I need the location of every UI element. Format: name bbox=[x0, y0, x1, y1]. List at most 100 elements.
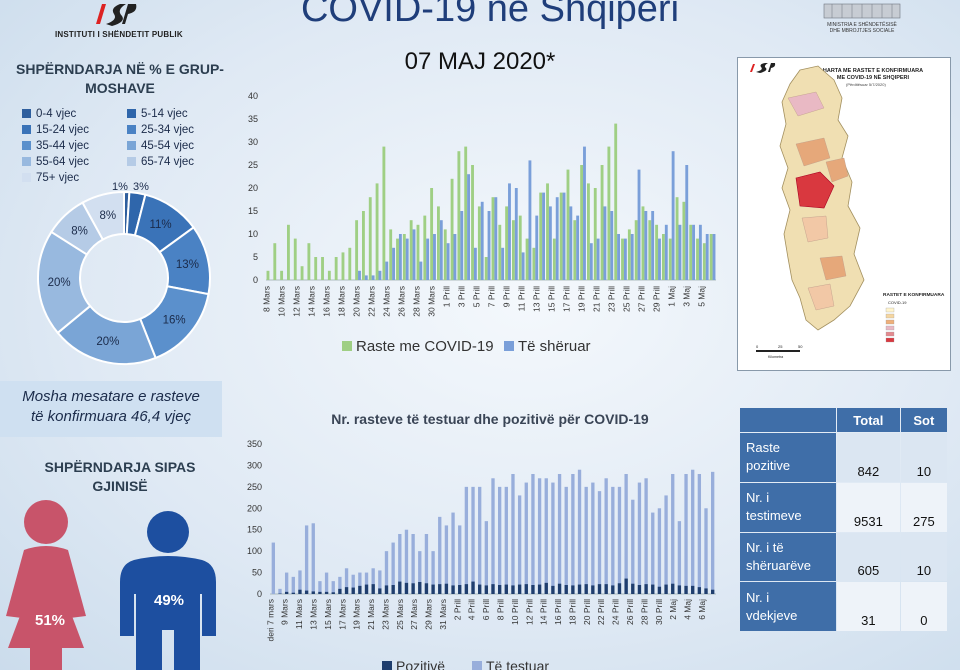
x-tick-label: 1 Maj bbox=[666, 286, 676, 307]
y-tick-label: 30 bbox=[248, 137, 258, 147]
bar bbox=[404, 582, 409, 594]
x-tick-label: 12 Mars bbox=[291, 286, 301, 317]
bar bbox=[664, 584, 668, 594]
table-row: Nr. i vdekjeve 31 0 bbox=[740, 582, 947, 631]
legend-item: 65-74 vjec bbox=[127, 154, 232, 169]
bar bbox=[498, 224, 502, 280]
bar bbox=[389, 229, 393, 280]
svg-text:0: 0 bbox=[756, 344, 759, 349]
bar bbox=[551, 482, 555, 594]
bar bbox=[668, 238, 672, 280]
bar bbox=[471, 165, 474, 280]
bar bbox=[657, 508, 662, 594]
bar bbox=[480, 201, 484, 280]
bar bbox=[677, 521, 682, 594]
legend-item: 35-44 vjec bbox=[22, 138, 127, 153]
x-tick-label: 8 Mars bbox=[261, 286, 271, 312]
bar bbox=[385, 261, 389, 280]
bar bbox=[637, 482, 642, 594]
x-tick-label: 6 Prill bbox=[481, 599, 491, 620]
bar bbox=[531, 474, 535, 594]
y-tick-label: 250 bbox=[247, 482, 262, 492]
bar bbox=[304, 525, 309, 594]
y-tick-label: 350 bbox=[247, 439, 262, 449]
bar bbox=[617, 234, 620, 280]
bar bbox=[416, 224, 420, 280]
bar bbox=[675, 197, 679, 280]
row-today: 10 bbox=[900, 433, 947, 482]
legend-label: 55-64 vjec bbox=[36, 155, 90, 168]
bar bbox=[392, 247, 395, 280]
bar bbox=[293, 238, 297, 280]
legend-label: Të shëruar bbox=[518, 338, 591, 355]
row-label: Nr. i testimeve bbox=[740, 482, 836, 532]
donut-slice bbox=[81, 190, 125, 241]
donut-label: 20% bbox=[48, 277, 71, 289]
donut-label: 1% bbox=[112, 181, 128, 193]
legend-item: 45-54 vjec bbox=[127, 138, 232, 153]
y-tick-label: 100 bbox=[247, 546, 262, 556]
bar bbox=[591, 585, 595, 594]
legend-label: Pozitivë bbox=[396, 658, 445, 670]
bar bbox=[658, 238, 661, 280]
bar bbox=[460, 211, 464, 280]
y-tick-label: 20 bbox=[248, 183, 258, 193]
bar bbox=[464, 486, 469, 594]
bar bbox=[318, 581, 322, 594]
bar bbox=[438, 516, 442, 594]
bar bbox=[641, 206, 645, 280]
daily-cases-chart: 0 5 10 15 20 25 30 35 40 8 Mars 10 Mars 12 Mars 14 M… bbox=[248, 91, 716, 355]
legend-swatch bbox=[504, 341, 514, 351]
bar bbox=[589, 243, 593, 280]
female-figure-icon bbox=[6, 500, 86, 670]
tests-chart: 0 50 100 150 200 250 300 350 deri 7 mars 9 Mars 11… bbox=[247, 439, 716, 670]
bar bbox=[501, 247, 505, 280]
x-tick-label: 3 Prill bbox=[456, 286, 466, 307]
bar bbox=[631, 499, 635, 594]
legend-swatch bbox=[22, 173, 31, 182]
bar bbox=[358, 270, 361, 280]
bar bbox=[364, 584, 369, 594]
row-total: 842 bbox=[837, 433, 900, 482]
bar bbox=[478, 486, 482, 594]
bar bbox=[682, 201, 686, 280]
bar bbox=[692, 224, 695, 280]
bar bbox=[398, 534, 402, 594]
legend-label: 75+ vjec bbox=[36, 171, 80, 184]
legend-label: 25-34 vjec bbox=[141, 123, 195, 136]
bar bbox=[532, 247, 536, 280]
x-tick-label: 15 Prill bbox=[546, 286, 556, 312]
bar bbox=[371, 584, 375, 594]
legend-item: 0-4 vjec bbox=[22, 106, 127, 121]
bar bbox=[300, 266, 304, 280]
bar bbox=[696, 238, 699, 280]
bar bbox=[444, 583, 449, 594]
bar bbox=[304, 590, 309, 594]
row-total: 31 bbox=[837, 582, 900, 631]
legend-item: 5-14 vjec bbox=[127, 106, 232, 121]
x-tick-label: 18 Prill bbox=[567, 599, 577, 625]
legend-swatch bbox=[22, 157, 31, 166]
bar bbox=[614, 123, 618, 280]
bar bbox=[412, 229, 416, 280]
bar bbox=[318, 591, 322, 594]
bar bbox=[596, 238, 600, 280]
x-tick-label: 23 Mars bbox=[380, 599, 390, 630]
bar bbox=[508, 183, 511, 280]
legend-label: 5-14 vjec bbox=[141, 107, 188, 120]
x-tick-label: 4 Prill bbox=[467, 599, 477, 620]
tests-chart-title: Nr. rasteve të testuar dhe pozitivë për … bbox=[331, 411, 649, 427]
bar bbox=[491, 478, 495, 594]
bar bbox=[684, 585, 688, 594]
y-tick-label: 5 bbox=[253, 252, 258, 262]
x-tick-label: 4 Maj bbox=[683, 599, 693, 620]
bar bbox=[458, 525, 462, 594]
x-tick-label: 24 Mars bbox=[381, 286, 391, 317]
bar bbox=[411, 534, 415, 594]
male-figure-icon bbox=[120, 511, 216, 670]
x-tick-label: 17 Prill bbox=[561, 286, 571, 312]
bar bbox=[557, 474, 562, 594]
bar bbox=[473, 247, 477, 280]
bar bbox=[431, 551, 435, 594]
x-tick-label: 6 Maj bbox=[697, 599, 707, 620]
